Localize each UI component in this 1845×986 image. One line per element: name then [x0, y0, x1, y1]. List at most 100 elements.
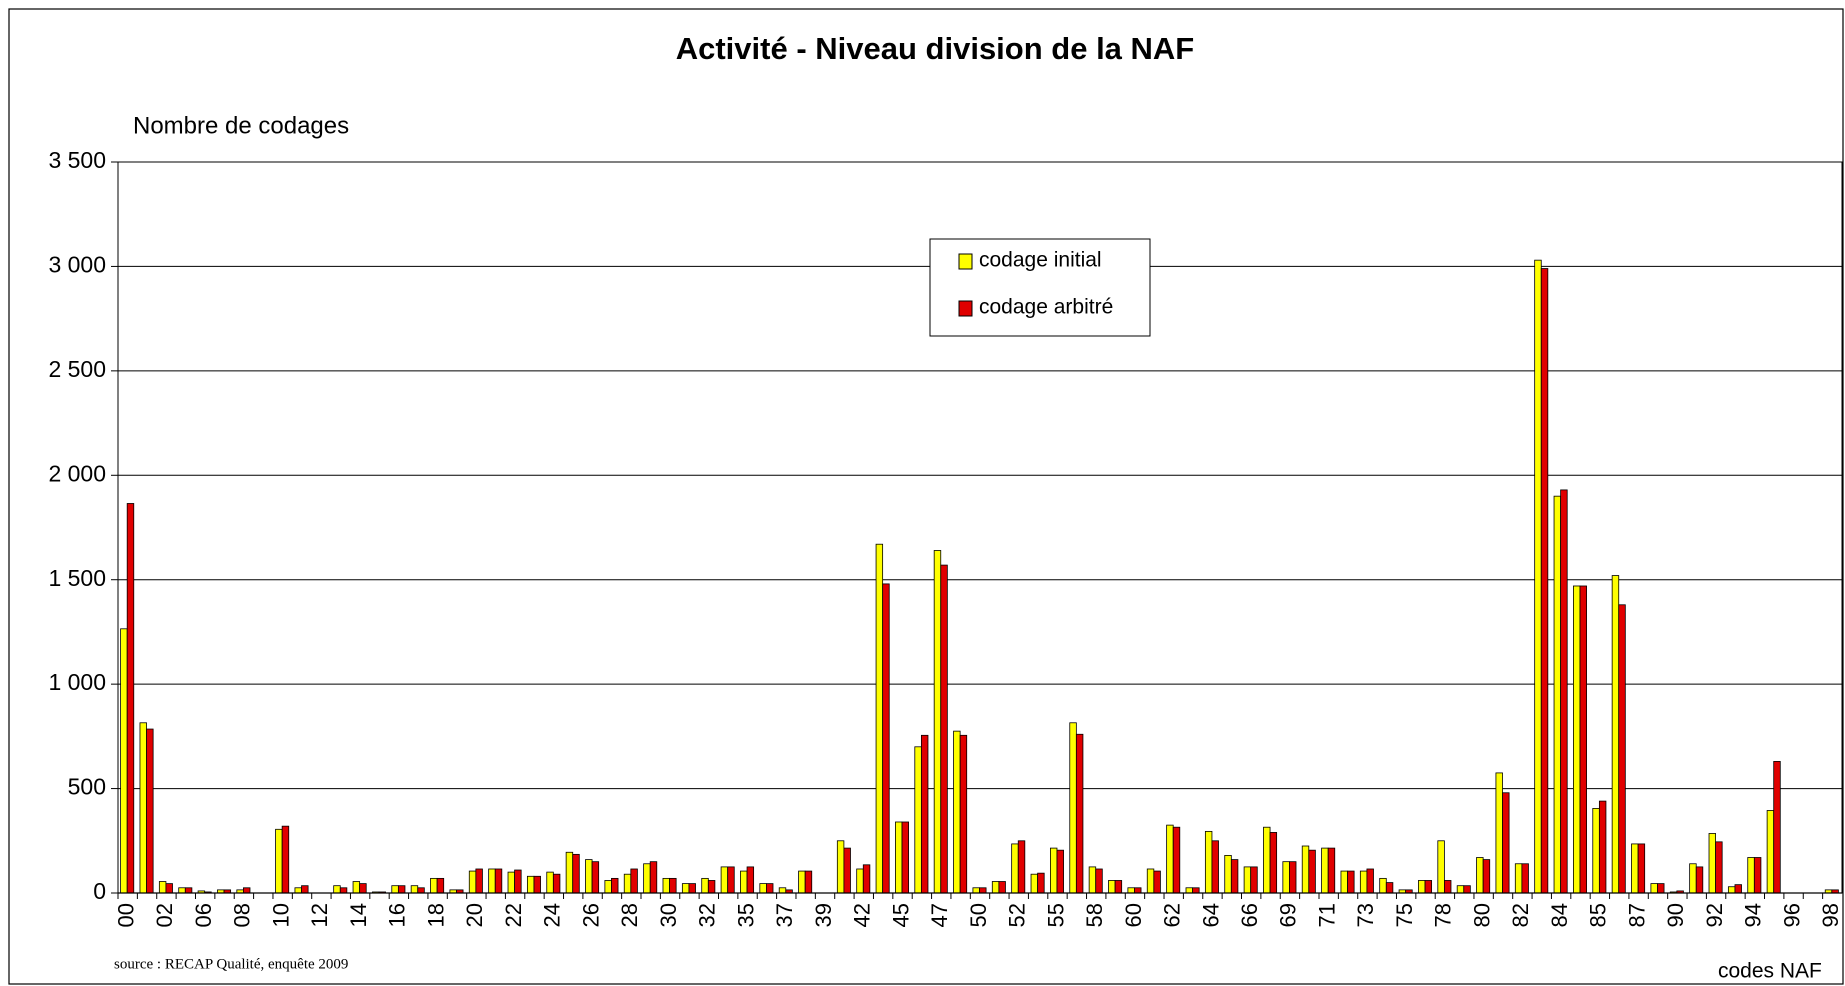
bar	[720, 866, 729, 894]
bar	[158, 881, 167, 894]
x-tick-label: 98	[1818, 903, 1843, 927]
bar	[417, 887, 425, 894]
bar	[1708, 833, 1716, 894]
x-tick-label: 00	[113, 903, 138, 927]
x-tick-label: 16	[385, 903, 410, 927]
bar	[1075, 733, 1084, 894]
bar	[1463, 885, 1471, 894]
bar	[1114, 880, 1123, 894]
bar	[604, 880, 612, 894]
x-tick-label: 14	[346, 903, 371, 927]
x-tick-label: 64	[1198, 903, 1223, 927]
bar	[294, 887, 302, 894]
bar	[1340, 870, 1348, 894]
x-tick-label: 66	[1237, 903, 1262, 927]
x-tick-label: 42	[850, 903, 875, 927]
bar	[165, 883, 173, 894]
bar	[701, 877, 709, 894]
bar	[301, 885, 309, 894]
bar	[882, 583, 890, 894]
bar	[275, 828, 283, 894]
x-tick-label: 84	[1547, 903, 1572, 927]
bar	[1540, 268, 1549, 894]
bar	[1437, 840, 1445, 894]
bar	[1637, 843, 1646, 894]
bar	[1495, 772, 1503, 894]
bar	[585, 859, 593, 894]
bar	[1618, 604, 1626, 894]
bar	[468, 870, 477, 894]
bar	[281, 825, 290, 894]
bar	[1172, 826, 1181, 894]
bar	[1592, 808, 1600, 894]
y-tick-label: 3 500	[48, 147, 106, 173]
bar	[178, 887, 186, 894]
bar	[1146, 868, 1155, 894]
x-tick-label: 78	[1431, 903, 1456, 927]
bar	[339, 887, 348, 894]
bar	[1727, 886, 1736, 894]
bar	[1308, 849, 1316, 894]
y-tick-label: 500	[68, 774, 106, 800]
bar	[623, 873, 632, 894]
bar	[410, 885, 419, 894]
y-tick-label: 1 000	[48, 669, 106, 695]
bar	[146, 728, 154, 894]
bar	[1289, 861, 1297, 894]
bar	[1560, 489, 1568, 894]
x-tick-label: 47	[927, 903, 952, 927]
bar	[1185, 887, 1193, 894]
bar	[972, 887, 980, 894]
bar	[953, 730, 961, 894]
x-axis-label: codes NAF	[1718, 960, 1822, 983]
bar	[1069, 722, 1077, 894]
bar	[1521, 863, 1529, 894]
bar	[804, 870, 813, 894]
bar	[546, 871, 554, 894]
bar	[591, 861, 600, 894]
bar	[1108, 880, 1116, 894]
x-tick-label: 10	[268, 903, 293, 927]
bar	[843, 847, 851, 894]
bar	[836, 840, 845, 894]
bar	[436, 877, 445, 894]
bar	[475, 868, 483, 894]
bar	[1327, 847, 1336, 894]
bar	[1482, 859, 1491, 894]
legend-swatch	[958, 300, 973, 317]
x-tick-label: 24	[540, 903, 565, 927]
x-tick-label: 26	[578, 903, 603, 927]
bar	[643, 863, 651, 894]
bar	[875, 543, 884, 894]
bar	[333, 885, 341, 894]
x-tick-label: 94	[1741, 903, 1766, 927]
x-tick-label: 39	[811, 903, 836, 927]
bar	[895, 821, 903, 894]
x-tick-label: 28	[617, 903, 642, 927]
bar	[991, 881, 1000, 894]
bar	[611, 877, 619, 894]
bar	[630, 868, 638, 894]
x-tick-label: 73	[1353, 903, 1378, 927]
bar	[552, 873, 561, 894]
bar	[649, 861, 658, 894]
x-tick-label: 60	[1121, 903, 1146, 927]
bar	[901, 821, 910, 894]
bar	[1088, 866, 1097, 894]
bar	[759, 883, 767, 894]
bar	[488, 868, 496, 894]
x-tick-label: 45	[888, 903, 913, 927]
bar	[1424, 880, 1433, 894]
source-note: source : RECAP Qualité, enquête 2009	[114, 956, 348, 972]
y-tick-label: 2 000	[48, 460, 106, 486]
bar	[1418, 880, 1426, 894]
bar	[707, 880, 716, 894]
bar	[120, 628, 128, 894]
y-tick-label: 3 000	[48, 252, 106, 278]
y-tick-label: 2 500	[48, 356, 106, 382]
x-tick-label: 02	[152, 903, 177, 927]
bar	[862, 864, 871, 894]
x-tick-label: 69	[1276, 903, 1301, 927]
bar	[126, 503, 135, 894]
